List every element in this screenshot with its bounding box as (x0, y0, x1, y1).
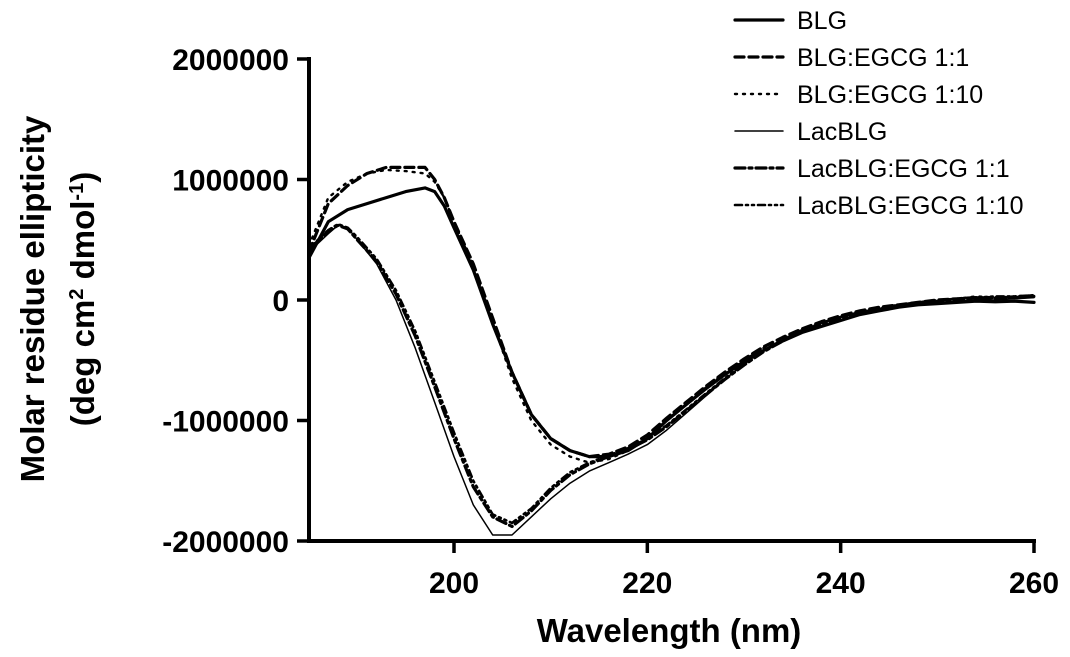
series-line-2 (307, 165, 1036, 459)
y-tick-label: -1000000 (162, 406, 289, 439)
y-axis: -2000000 -1000000 0 1000000 2000000 (162, 44, 311, 559)
y-tick-label: 2000000 (172, 44, 289, 77)
series-line-4 (308, 224, 1035, 536)
legend-label-5: LacBLG:EGCG 1:1 (797, 155, 1010, 183)
y-axis-title-superscript-2: -1 (66, 183, 88, 201)
y-axis-title-line1: Molar residue ellipticity (14, 115, 51, 482)
y-tick-label: 1000000 (172, 165, 289, 198)
legend-label-4: LacBLG (797, 118, 887, 146)
legend-label-2: BLG:EGCG 1:1 (797, 44, 969, 72)
x-tick-label: 240 (816, 567, 866, 600)
x-tick-label: 260 (1009, 567, 1059, 600)
y-axis-title-part-3: ) (64, 172, 101, 183)
y-axis-title-superscript-1: 2 (66, 289, 88, 300)
x-tick-label: 200 (429, 567, 479, 600)
x-tick-label: 220 (622, 567, 672, 600)
x-axis-title: Wavelength (nm) (537, 612, 802, 649)
y-tick-label: -2000000 (162, 526, 289, 559)
x-axis: 200 220 240 260 (309, 539, 1059, 600)
y-axis-title: Molar residue ellipticity (deg cm2 dmol-… (14, 115, 101, 482)
legend: BLG BLG:EGCG 1:1 BLG:EGCG 1:10 LacBLG LacBLG… (733, 7, 1024, 220)
legend-label-3: BLG:EGCG 1:10 (797, 81, 983, 109)
plot-area (307, 165, 1036, 536)
series-line-1 (307, 186, 1036, 459)
series-line-5 (307, 223, 1036, 529)
y-axis-title-part-1: (deg cm (64, 300, 101, 427)
y-axis-title-part-2: dmol (64, 201, 101, 289)
legend-label-6: LacBLG:EGCG 1:10 (797, 192, 1024, 220)
y-tick-label: 0 (272, 285, 289, 318)
y-axis-title-line2: (deg cm2 dmol-1) (64, 172, 101, 426)
series-line-6 (307, 222, 1036, 525)
legend-label-1: BLG (797, 7, 847, 35)
